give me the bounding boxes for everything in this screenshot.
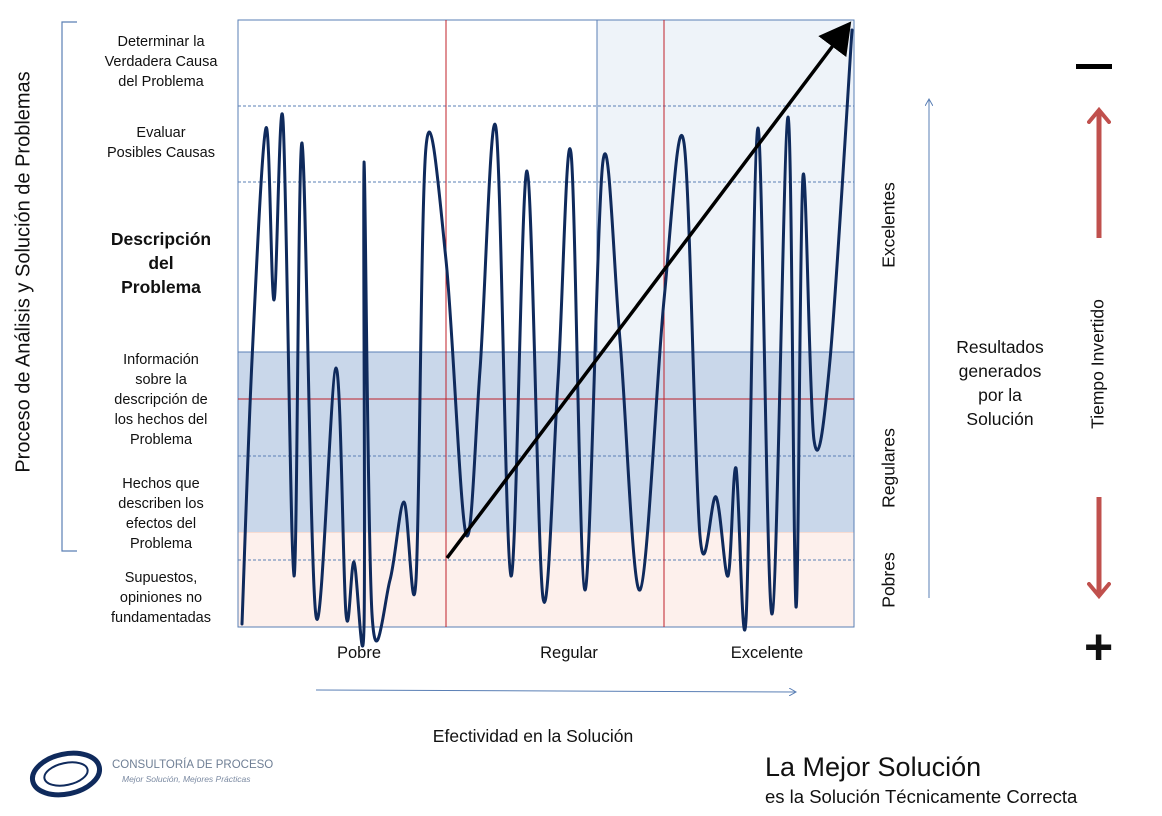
result-band-regulares: Regulares (878, 428, 899, 508)
level-label-supuestos: Supuestos, opiniones no fundamentadas (111, 570, 211, 626)
logo-icon (29, 750, 103, 798)
process-wave-line (240, 28, 854, 648)
level-label-causa: Determinar la Verdadera Causa del Proble… (104, 34, 218, 90)
logo-tagline: Mejor Solución, Mejores Prácticas (122, 774, 251, 784)
plus-icon: + (1084, 619, 1114, 675)
results-label: Resultados generados por la Solución (956, 337, 1044, 429)
level-label-descripcion: Descripción del Problema (110, 229, 212, 297)
vertical-title: Proceso de Análisis y Solución de Proble… (12, 71, 35, 473)
band-pobre (237, 531, 855, 628)
footer-subtitle: es la Solución Técnicamente Correcta (765, 786, 1078, 807)
level-label-evaluar: Evaluar Posibles Causas (107, 125, 215, 161)
level-label-informacion: Información sobre la descripción de los … (114, 352, 208, 448)
chart-frame (237, 19, 855, 628)
logo-name: CONSULTORÍA DE PROCESO (112, 759, 274, 771)
time-label: Tiempo Invertido (1087, 299, 1108, 429)
improvement-arrow (445, 21, 852, 560)
result-band-excelentes: Excelentes (878, 182, 899, 268)
x-category-excelente: Excelente (730, 644, 804, 662)
x-axis-arrow (315, 690, 795, 692)
x-category-pobre: Pobre (336, 644, 382, 662)
level-label-hechos: Hechos que describen los efectos del Pro… (118, 476, 204, 552)
x-category-regular: Regular (540, 644, 598, 662)
result-band-pobres: Pobres (878, 552, 899, 608)
footer-title: La Mejor Solución (765, 752, 982, 782)
minus-icon (1076, 64, 1112, 69)
left-bracket (61, 21, 77, 552)
x-axis-title: Efectividad en la Solución (432, 726, 634, 746)
